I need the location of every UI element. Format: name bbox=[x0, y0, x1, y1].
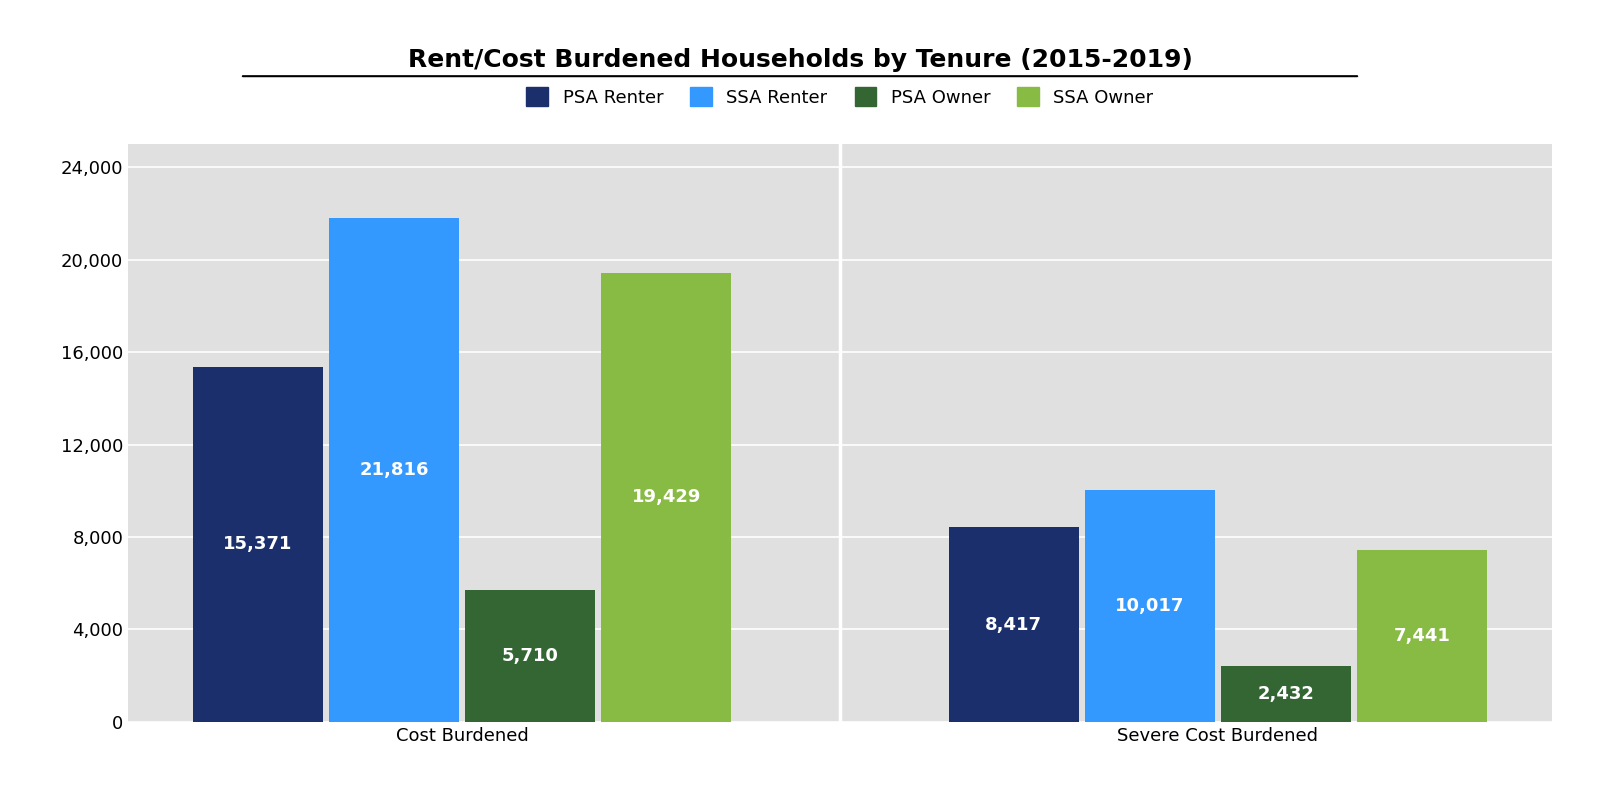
Text: 8,417: 8,417 bbox=[986, 616, 1042, 634]
Bar bbox=[602, 273, 731, 722]
Text: 19,429: 19,429 bbox=[632, 488, 701, 506]
Text: 21,816: 21,816 bbox=[360, 461, 429, 479]
Text: 7,441: 7,441 bbox=[1394, 627, 1451, 645]
Bar bbox=[1357, 550, 1488, 722]
Text: 10,017: 10,017 bbox=[1115, 597, 1184, 615]
Bar bbox=[192, 367, 323, 722]
Bar bbox=[328, 218, 459, 722]
Text: Rent/Cost Burdened Households by Tenure (2015-2019): Rent/Cost Burdened Households by Tenure … bbox=[408, 48, 1192, 72]
Bar bbox=[1221, 666, 1352, 722]
Text: 2,432: 2,432 bbox=[1258, 685, 1314, 703]
Bar bbox=[1085, 491, 1214, 722]
Legend: PSA Renter, SSA Renter, PSA Owner, SSA Owner: PSA Renter, SSA Renter, PSA Owner, SSA O… bbox=[517, 79, 1163, 115]
Bar bbox=[949, 528, 1078, 722]
Bar bbox=[466, 590, 595, 722]
Text: 5,710: 5,710 bbox=[502, 647, 558, 665]
Text: 15,371: 15,371 bbox=[224, 535, 293, 553]
